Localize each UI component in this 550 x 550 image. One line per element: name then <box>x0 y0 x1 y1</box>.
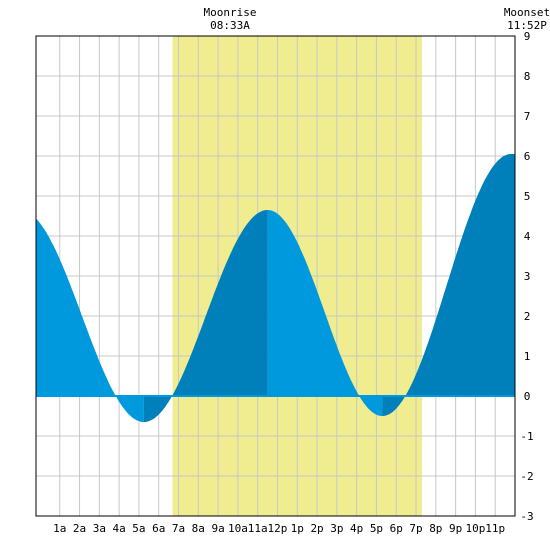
y-tick-label: 9 <box>524 30 531 43</box>
x-tick-label: 6p <box>390 522 403 535</box>
x-tick-label: 6a <box>152 522 165 535</box>
x-tick-label: 3a <box>93 522 106 535</box>
y-tick-label: 7 <box>524 110 531 123</box>
x-tick-label: 9a <box>211 522 224 535</box>
x-tick-label: 9p <box>449 522 462 535</box>
x-tick-label: 1p <box>291 522 304 535</box>
y-tick-label: 2 <box>524 310 531 323</box>
x-tick-label: 8a <box>192 522 205 535</box>
y-tick-label: 3 <box>524 270 531 283</box>
x-tick-label: 10p <box>465 522 485 535</box>
moonset-label: Moonset <box>504 6 550 19</box>
axis-layer: -3 -2 -1 0 1 2 3 4 5 6 7 8 9 1a 2a 3a 4a 5a 6a 7a 8a 9a 10a 11a… <box>35 30 534 535</box>
moonrise-time: 08:33A <box>210 19 250 32</box>
x-tick-label: 3p <box>330 522 343 535</box>
x-tick-label: 11p <box>485 522 505 535</box>
tide-area-rising <box>382 154 515 416</box>
y-tick-label: 4 <box>524 230 531 243</box>
tide-area-falling <box>36 218 144 422</box>
y-tick-label: 6 <box>524 150 531 163</box>
tide-area-layer <box>36 154 515 422</box>
y-tick-label: 0 <box>524 390 531 403</box>
y-tick-label: -3 <box>520 510 533 523</box>
tide-area-falling <box>267 210 383 416</box>
x-tick-label: 1a <box>53 522 66 535</box>
x-tick-label: 12p <box>268 522 288 535</box>
x-tick-label: 7p <box>409 522 422 535</box>
plot-frame <box>35 35 516 517</box>
y-tick-label: -2 <box>520 470 533 483</box>
tide-area-rising <box>143 210 268 422</box>
y-tick-label: -1 <box>520 430 533 443</box>
x-tick-label: 2p <box>310 522 323 535</box>
x-tick-label: 10a <box>228 522 248 535</box>
moonrise-label: Moonrise <box>204 6 257 19</box>
x-tick-label: 5p <box>370 522 383 535</box>
x-tick-label: 2a <box>73 522 86 535</box>
x-tick-label: 11a <box>248 522 268 535</box>
x-tick-label: 5a <box>132 522 145 535</box>
y-tick-label: 5 <box>524 190 531 203</box>
y-tick-label: 8 <box>524 70 531 83</box>
moonset-time: 11:52P <box>507 19 547 32</box>
x-tick-label: 4a <box>113 522 126 535</box>
x-tick-label: 4p <box>350 522 363 535</box>
moon-annotations: Moonrise 08:33A Moonset 11:52P <box>204 6 550 32</box>
y-tick-label: 1 <box>524 350 531 363</box>
x-tick-label: 8p <box>429 522 442 535</box>
x-tick-label: 7a <box>172 522 185 535</box>
